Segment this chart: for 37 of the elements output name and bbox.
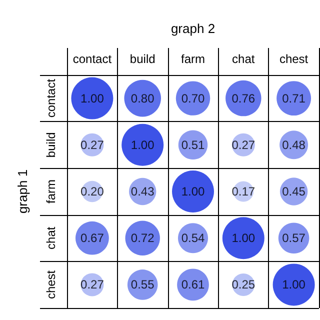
x-tick-label: chat — [232, 52, 256, 66]
data-label: 0.67 — [80, 231, 104, 246]
data-label: 1.00 — [181, 184, 205, 198]
data-label: 0.72 — [130, 231, 155, 246]
y-axis-title: graph 1 — [15, 169, 30, 214]
data-label: 0.55 — [130, 278, 155, 292]
x-tick-label: farm — [181, 52, 206, 66]
data-label: 0.61 — [181, 278, 205, 292]
data-label: 1.00 — [130, 138, 155, 152]
data-label: 0.70 — [181, 91, 205, 106]
x-tick-label: contact — [72, 52, 112, 66]
data-label: 0.20 — [80, 184, 104, 198]
y-tick-label: chest — [44, 270, 58, 300]
data-label: 1.00 — [282, 278, 306, 292]
data-label: 1.00 — [232, 231, 256, 246]
y-tick-label: farm — [44, 179, 58, 204]
data-label: 1.00 — [80, 91, 104, 106]
data-label: 0.51 — [181, 138, 205, 152]
data-label: 0.57 — [282, 231, 306, 246]
data-label: 0.48 — [282, 138, 306, 152]
data-label: 0.27 — [80, 278, 104, 292]
y-tick-label: contact — [44, 78, 58, 118]
data-label: 0.71 — [282, 91, 306, 106]
x-tick-label: chest — [279, 52, 309, 66]
data-label: 0.76 — [232, 91, 256, 106]
data-label: 0.17 — [232, 184, 256, 198]
data-label: 0.45 — [282, 184, 306, 198]
data-label: 0.27 — [80, 138, 104, 152]
data-label: 0.25 — [232, 278, 256, 292]
data-label: 0.27 — [232, 138, 256, 152]
y-tick-label: chat — [44, 226, 58, 250]
data-label: 0.54 — [181, 231, 205, 246]
x-axis-title: graph 2 — [170, 21, 216, 36]
data-label: 0.80 — [130, 91, 155, 106]
y-tick-label: build — [44, 132, 58, 158]
x-tick-label: build — [130, 52, 156, 66]
data-label: 0.43 — [130, 184, 155, 198]
